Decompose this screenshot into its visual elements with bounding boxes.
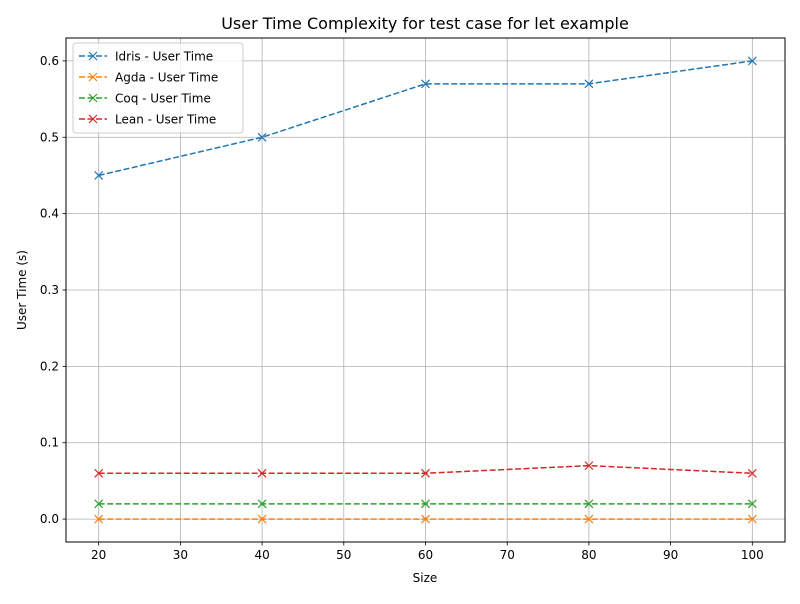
series-agda: [94, 514, 757, 524]
marker-stroke: [88, 51, 98, 61]
marker-stroke: [257, 514, 267, 524]
y-tick-label: 0.5: [40, 130, 59, 144]
legend-label: Lean - User Time: [115, 113, 216, 127]
marker-stroke: [88, 72, 98, 82]
legend-label: Coq - User Time: [115, 92, 211, 106]
data-point: [584, 461, 594, 471]
marker-stroke: [747, 499, 757, 509]
marker-stroke: [88, 114, 98, 124]
marker-stroke: [421, 79, 430, 89]
x-tick-label: 30: [173, 548, 188, 562]
legend-item: Idris - User Time: [79, 50, 213, 64]
data-point: [257, 514, 267, 524]
legend-items: Idris - User Time Agda - User Time Coq - U…: [79, 50, 218, 127]
y-tick-label: 0.4: [40, 207, 59, 221]
x-axis-label: Size: [413, 571, 438, 585]
data-point: [421, 468, 430, 478]
data-point: [421, 79, 430, 89]
y-tick-label: 0.2: [40, 359, 59, 373]
marker-stroke: [257, 499, 267, 509]
marker-stroke: [94, 171, 104, 180]
data-point: [747, 56, 757, 66]
chart-title: User Time Complexity for test case for l…: [221, 14, 629, 33]
marker-stroke: [88, 93, 98, 103]
grid-lines: [66, 38, 785, 542]
data-point: [747, 499, 757, 509]
x-tick-label: 90: [663, 548, 678, 562]
series-layer: [94, 56, 757, 524]
marker-stroke: [94, 468, 104, 478]
data-point: [94, 499, 104, 509]
data-point: [94, 171, 104, 180]
y-axis-label: User Time (s): [15, 250, 29, 330]
data-point: [257, 499, 267, 509]
data-point: [421, 514, 430, 524]
legend-label: Idris - User Time: [115, 50, 213, 64]
series-lean: [94, 461, 757, 478]
data-point: [747, 514, 757, 524]
x-tick-label: 50: [336, 548, 351, 562]
marker-stroke: [747, 514, 757, 524]
data-point: [94, 514, 104, 524]
legend: Idris - User Time Agda - User Time Coq - U…: [72, 42, 244, 134]
y-tick-label: 0.0: [40, 512, 59, 526]
marker-stroke: [257, 132, 267, 142]
marker-stroke: [94, 499, 104, 509]
marker-stroke: [584, 461, 594, 471]
marker-stroke: [584, 514, 594, 524]
y-tick-label: 0.6: [40, 54, 59, 68]
marker-stroke: [421, 468, 430, 478]
legend-item: Coq - User Time: [79, 92, 211, 106]
data-point: [257, 468, 267, 478]
x-tick-label: 20: [91, 548, 106, 562]
data-point: [584, 499, 594, 509]
legend-item: Agda - User Time: [79, 71, 218, 85]
data-point: [584, 514, 594, 524]
x-tick-label: 80: [581, 548, 596, 562]
marker-stroke: [747, 56, 757, 66]
data-point: [257, 132, 267, 142]
y-tick-label: 0.1: [40, 436, 59, 450]
y-tick-label: 0.3: [40, 283, 59, 297]
x-tick-label: 100: [741, 548, 764, 562]
data-point: [421, 499, 430, 509]
marker-stroke: [584, 499, 594, 509]
series-line: [98, 60, 753, 177]
legend-item: Lean - User Time: [79, 113, 216, 127]
x-tick-label: 70: [500, 548, 515, 562]
legend-box: [72, 42, 244, 134]
marker-stroke: [257, 468, 267, 478]
series-coq: [94, 499, 757, 509]
legend-label: Agda - User Time: [115, 71, 218, 85]
x-tick-label: 60: [418, 548, 433, 562]
marker-stroke: [94, 514, 104, 524]
series-idris: [94, 56, 757, 180]
marker-stroke: [747, 468, 757, 478]
marker-stroke: [421, 514, 430, 524]
marker-stroke: [584, 79, 594, 89]
data-point: [584, 79, 594, 89]
data-point: [747, 468, 757, 478]
data-point: [94, 468, 104, 478]
axis-ticks: 20 30 40 50 60 70 80 90 100 0.0 0.1 0.2 0.3 0.4 0.5 0.6: [40, 54, 764, 562]
x-tick-label: 40: [254, 548, 269, 562]
marker-stroke: [421, 499, 430, 509]
